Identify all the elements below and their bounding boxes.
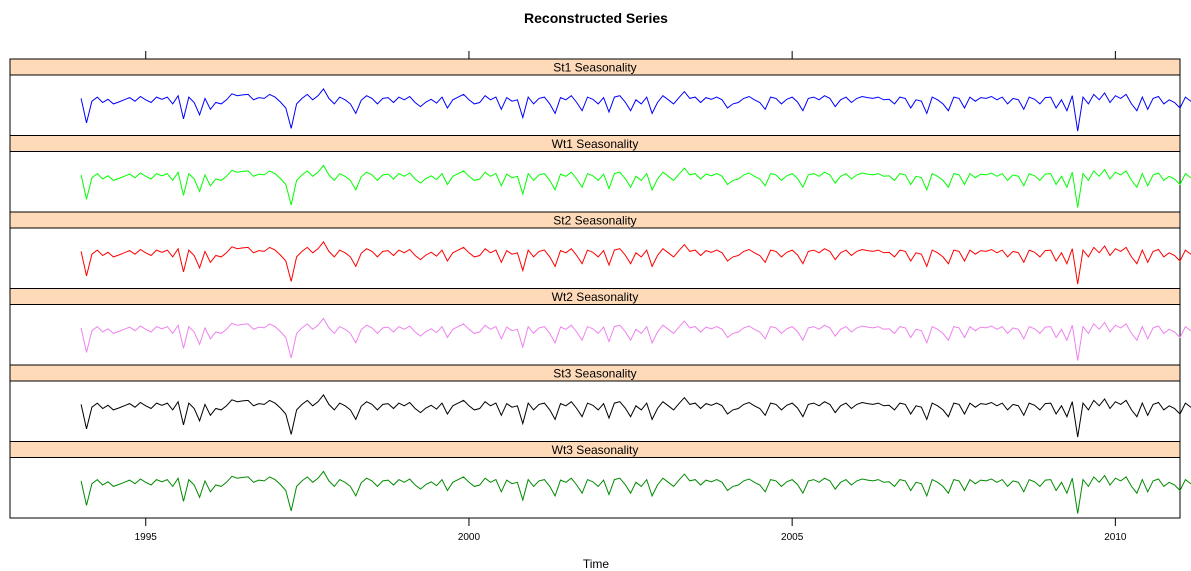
- series-line-4: [80, 317, 1191, 361]
- series-line-5: [80, 394, 1191, 438]
- x-tick-label-2005: 2005: [781, 532, 804, 543]
- x-axis-label: Time: [583, 557, 610, 571]
- panels-group: St1 Seasonality Wt1 Seasonality St2 Season…: [9, 58, 1191, 519]
- panel-5: St3 Seasonality: [9, 364, 1191, 442]
- x-tick-label-1995: 1995: [135, 532, 158, 543]
- series-line-1: [80, 88, 1191, 132]
- series-line-3: [80, 241, 1191, 285]
- panel-2: Wt1 Seasonality: [9, 135, 1191, 213]
- strip-label-1: St1 Seasonality: [553, 61, 636, 75]
- strip-label-4: Wt2 Seasonality: [552, 290, 639, 304]
- x-tick-label-2000: 2000: [458, 532, 481, 543]
- panel-3: St2 Seasonality: [9, 211, 1191, 289]
- chart-title: Reconstructed Series: [524, 10, 668, 26]
- panel-6: Wt3 Seasonality: [9, 441, 1191, 519]
- panel-frame-5: [9, 380, 1181, 442]
- series-line-2: [80, 164, 1191, 208]
- x-tick-label-2010: 2010: [1104, 532, 1127, 543]
- strip-label-6: Wt3 Seasonality: [552, 443, 639, 457]
- strip-label-2: Wt1 Seasonality: [552, 137, 639, 151]
- x-axis: 1995 2000 2005 2010: [135, 51, 1127, 543]
- panel-frame-4: [9, 304, 1181, 366]
- strip-label-3: St2 Seasonality: [553, 214, 636, 228]
- panel-frame-2: [9, 151, 1181, 213]
- panel-4: Wt2 Seasonality: [9, 288, 1191, 366]
- panel-frame-1: [9, 74, 1181, 136]
- panel-1: St1 Seasonality: [9, 58, 1191, 136]
- strip-label-5: St3 Seasonality: [553, 367, 636, 381]
- panel-frame-3: [9, 227, 1181, 289]
- series-line-6: [80, 470, 1191, 514]
- panel-frame-6: [9, 457, 1181, 519]
